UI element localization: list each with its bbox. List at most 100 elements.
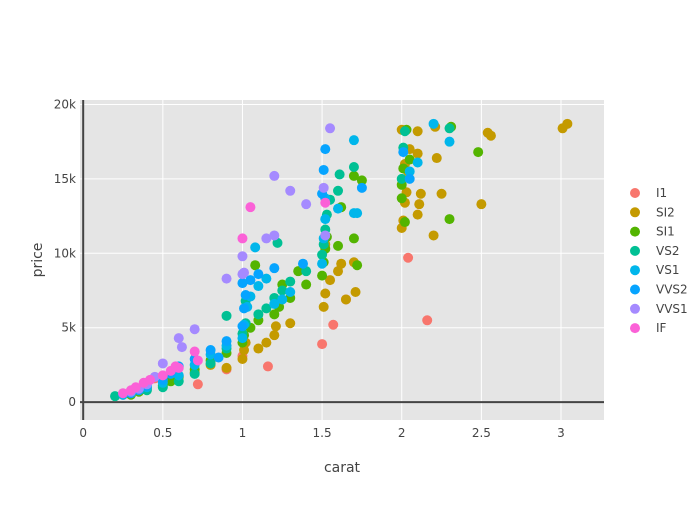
data-point[interactable]	[473, 147, 484, 158]
legend-item-vvs2[interactable]: VVS2	[630, 283, 688, 297]
data-point[interactable]	[336, 258, 347, 269]
data-point[interactable]	[250, 242, 261, 253]
data-point[interactable]	[173, 370, 184, 381]
data-point[interactable]	[476, 199, 487, 210]
data-point[interactable]	[285, 318, 296, 329]
data-point[interactable]	[412, 126, 423, 137]
data-point[interactable]	[240, 289, 251, 300]
data-point[interactable]	[317, 270, 328, 281]
data-point[interactable]	[485, 130, 496, 141]
data-point[interactable]	[317, 249, 328, 260]
data-point[interactable]	[261, 273, 272, 284]
data-point[interactable]	[562, 118, 573, 129]
data-point[interactable]	[237, 333, 248, 344]
data-point[interactable]	[237, 251, 248, 262]
data-point[interactable]	[356, 175, 367, 186]
legend-item-vs1[interactable]: VS1	[630, 263, 679, 277]
data-point[interactable]	[145, 374, 156, 385]
data-point[interactable]	[320, 144, 331, 155]
data-point[interactable]	[317, 339, 328, 350]
data-point[interactable]	[301, 199, 312, 210]
data-point[interactable]	[396, 173, 407, 184]
data-point[interactable]	[404, 154, 415, 165]
data-point[interactable]	[157, 370, 168, 381]
data-point[interactable]	[261, 233, 272, 244]
data-point[interactable]	[250, 260, 261, 271]
data-point[interactable]	[245, 202, 256, 213]
data-point[interactable]	[352, 260, 363, 271]
data-point[interactable]	[428, 118, 439, 129]
data-point[interactable]	[277, 285, 288, 296]
data-point[interactable]	[221, 310, 232, 321]
data-point[interactable]	[269, 263, 280, 274]
data-point[interactable]	[318, 182, 329, 193]
data-point[interactable]	[412, 209, 423, 220]
data-point[interactable]	[269, 230, 280, 241]
data-point[interactable]	[396, 193, 407, 204]
data-point[interactable]	[444, 214, 455, 225]
data-point[interactable]	[404, 173, 415, 184]
data-point[interactable]	[333, 240, 344, 251]
data-point[interactable]	[192, 379, 203, 390]
data-point[interactable]	[320, 230, 331, 241]
data-point[interactable]	[205, 358, 216, 369]
data-point[interactable]	[269, 170, 280, 181]
data-point[interactable]	[297, 258, 308, 269]
data-point[interactable]	[356, 182, 367, 193]
data-point[interactable]	[399, 126, 410, 137]
legend-item-i1[interactable]: I1	[630, 186, 667, 200]
data-point[interactable]	[414, 199, 425, 210]
data-point[interactable]	[237, 269, 248, 280]
data-point[interactable]	[403, 252, 414, 263]
data-point[interactable]	[269, 309, 280, 320]
data-point[interactable]	[399, 217, 410, 228]
data-point[interactable]	[118, 388, 129, 399]
data-point[interactable]	[444, 123, 455, 134]
data-point[interactable]	[262, 361, 273, 372]
data-point[interactable]	[352, 208, 363, 219]
data-point[interactable]	[333, 203, 344, 214]
data-point[interactable]	[189, 346, 200, 357]
data-point[interactable]	[348, 135, 359, 146]
legend-item-vvs1[interactable]: VVS1	[630, 302, 688, 316]
data-point[interactable]	[176, 342, 187, 353]
data-point[interactable]	[253, 269, 264, 280]
data-point[interactable]	[320, 197, 331, 208]
data-point[interactable]	[285, 287, 296, 297]
data-point[interactable]	[205, 345, 216, 356]
data-point[interactable]	[350, 287, 361, 297]
data-point[interactable]	[269, 298, 280, 309]
data-point[interactable]	[213, 352, 224, 363]
data-point[interactable]	[422, 315, 433, 326]
data-point[interactable]	[428, 230, 439, 241]
data-point[interactable]	[165, 376, 176, 387]
data-point[interactable]	[261, 337, 272, 348]
data-point[interactable]	[277, 294, 288, 305]
data-point[interactable]	[325, 123, 336, 134]
data-point[interactable]	[444, 136, 455, 147]
data-point[interactable]	[221, 336, 232, 347]
data-point[interactable]	[328, 319, 339, 330]
data-point[interactable]	[333, 185, 344, 196]
data-point[interactable]	[293, 266, 304, 277]
data-point[interactable]	[253, 309, 264, 320]
data-point[interactable]	[415, 188, 426, 199]
data-point[interactable]	[173, 333, 184, 344]
data-point[interactable]	[221, 273, 232, 284]
data-point[interactable]	[348, 233, 359, 244]
data-point[interactable]	[348, 161, 359, 172]
data-point[interactable]	[237, 353, 248, 364]
legend-item-if[interactable]: IF	[630, 321, 667, 335]
data-point[interactable]	[245, 275, 256, 286]
data-point[interactable]	[110, 391, 121, 402]
data-point[interactable]	[317, 258, 328, 269]
data-point[interactable]	[348, 170, 359, 181]
data-point[interactable]	[325, 275, 336, 286]
data-point[interactable]	[130, 382, 141, 393]
data-point[interactable]	[285, 185, 296, 196]
data-point[interactable]	[318, 301, 329, 312]
data-point[interactable]	[189, 324, 200, 335]
legend-item-vs2[interactable]: VS2	[630, 244, 679, 258]
data-point[interactable]	[404, 166, 415, 177]
data-point[interactable]	[436, 188, 447, 199]
